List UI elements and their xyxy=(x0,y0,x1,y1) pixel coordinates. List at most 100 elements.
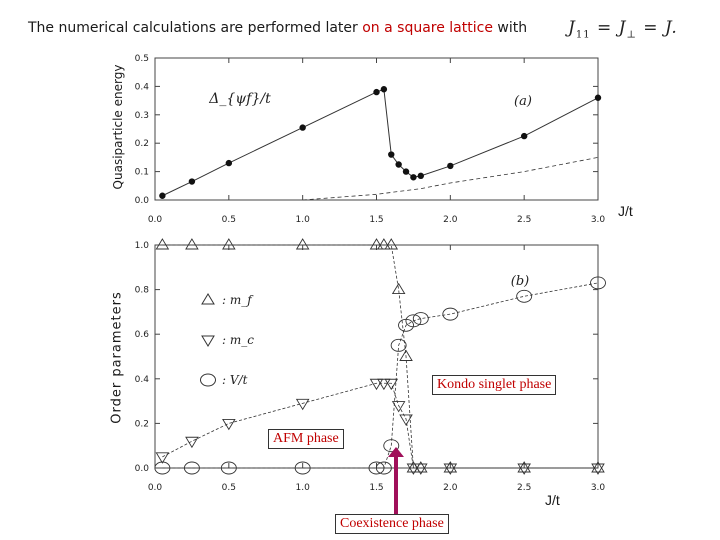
title-suffix: with xyxy=(492,20,528,36)
panel-a-series-0-point xyxy=(417,172,424,180)
panel-b-ytick-label: 0.2 xyxy=(135,419,149,429)
panel-a-series-0-point xyxy=(159,192,166,199)
panel-b-label: (b) xyxy=(511,274,529,289)
panel-b-series-2-point xyxy=(375,461,392,475)
panel-a-ytick-label: 0.0 xyxy=(135,196,150,206)
panel-a-series-0-point xyxy=(410,174,417,181)
panel-a-ytick-label: 0.5 xyxy=(135,54,149,64)
panel-b-xtick-label: 0.5 xyxy=(222,483,236,493)
title-prefix: The numerical calculations are performed… xyxy=(28,20,363,36)
panel-b-series-2-point xyxy=(390,338,407,352)
panel-b-series-0-point xyxy=(377,238,391,250)
panel-b-series-1-point xyxy=(399,414,413,426)
lattice-equation: J11 = J⊥ = J. xyxy=(568,18,678,40)
panel-a-series-0-point xyxy=(373,88,380,96)
panel-a-series-0-point xyxy=(520,132,528,140)
afm-phase-label: AFM phase xyxy=(268,429,344,449)
panel-b-legend-1-marker xyxy=(201,335,215,347)
panel-a-frame xyxy=(154,57,599,201)
panel-b-series-0-point xyxy=(443,461,458,473)
slide-title: The numerical calculations are performed… xyxy=(28,20,527,36)
panel-b-xtick-label: 0.0 xyxy=(148,483,163,493)
panel-a-series-0-point xyxy=(299,124,306,131)
panel-b-xtick-label: 2.5 xyxy=(517,483,531,493)
panel-a-xtick-label: 0.5 xyxy=(222,215,236,225)
panel-b-series-2-point xyxy=(154,461,171,475)
panel-a-series-0-point xyxy=(395,161,402,168)
panel-b-legend-1-text: : m_c xyxy=(222,333,254,347)
panel-a-series-0-point xyxy=(388,151,395,158)
panel-a-xtick-label: 0.0 xyxy=(148,215,163,225)
panel-a-xtick-label: 1.5 xyxy=(369,215,383,225)
panel-b-series-1-line xyxy=(162,382,598,469)
panel-b-series-2-point xyxy=(405,314,422,328)
panel-b-ytick-label: 1.0 xyxy=(135,241,150,251)
panel-b-ytick-label: 0.0 xyxy=(135,464,150,474)
eq-j1: J xyxy=(568,18,576,38)
eq-j3: J. xyxy=(664,18,678,38)
panel-b-series-1-point xyxy=(369,378,384,391)
panel-b-series-1-point xyxy=(406,463,421,475)
panel-b-series-2-line xyxy=(162,282,599,469)
panel-b-series-0-point xyxy=(369,238,384,250)
panel-a-series-0-point xyxy=(188,178,196,185)
panel-b-series-0-point xyxy=(155,238,170,250)
panel-b-series-1-point xyxy=(377,378,391,391)
panel-a-label: (a) xyxy=(514,94,532,109)
panel-a-ytick-label: 0.1 xyxy=(135,168,149,178)
panel-b-series-0-point xyxy=(399,349,413,361)
panel-a-series-0-point xyxy=(594,94,602,101)
panel-a-xtick-label: 1.0 xyxy=(296,215,311,225)
panel-b-series-0-point xyxy=(295,238,310,250)
panel-b-series-2-point xyxy=(294,461,311,475)
panel-b-series-1-point xyxy=(295,398,310,411)
panel-b-series-0-line xyxy=(162,244,598,469)
panel-b-xtick-label: 2.0 xyxy=(443,483,458,493)
panel-a-xtick-label: 2.0 xyxy=(443,215,458,225)
panel-b-xtick-label: 3.0 xyxy=(591,483,606,493)
eq-sub2: ⊥ xyxy=(626,29,637,41)
panel-b-series-1-point xyxy=(517,463,531,475)
panel-a-ytick-label: 0.2 xyxy=(135,139,149,149)
eq-sub1: 11 xyxy=(575,29,591,41)
panel-b-series-2-point xyxy=(412,312,429,326)
panel-b-series-2-point xyxy=(590,276,606,290)
panel-b-series-2-point xyxy=(516,289,533,303)
panel-b-legend-2-text: : V/t xyxy=(222,373,248,387)
panel-b-xtick-label: 1.0 xyxy=(296,483,311,493)
panel-b-series-0-point xyxy=(222,238,236,250)
panel-a-xtick-label: 3.0 xyxy=(591,215,606,225)
panel-a-series-label: Δ_{ψf}/t xyxy=(208,91,271,107)
panel-b-series-2-point xyxy=(220,461,237,475)
panel-b-series-1-point xyxy=(391,401,406,413)
panel-b-ytick-label: 0.4 xyxy=(135,375,150,385)
panel-b-series-0-point xyxy=(384,238,399,250)
panel-a-series-0-line xyxy=(162,88,599,197)
coexistence-arrow-shaft xyxy=(394,452,398,514)
xlabel-panel-a: J/t xyxy=(618,203,633,219)
title-highlight: on a square lattice xyxy=(362,20,493,36)
panel-a-series-0-point xyxy=(225,159,233,167)
panel-a-ytick-label: 0.4 xyxy=(135,82,150,92)
panel-a-xtick-label: 2.5 xyxy=(517,215,531,225)
panel-b-xtick-label: 1.5 xyxy=(369,483,383,493)
panel-b-series-1-point xyxy=(591,463,605,475)
eq-equals-2: = xyxy=(643,18,659,38)
panel-a-series-0-point xyxy=(447,162,454,170)
eq-j2: J xyxy=(618,18,627,38)
panel-b-series-0-point xyxy=(591,461,605,473)
panel-b-legend-0-marker xyxy=(201,293,215,305)
panel-b-ytick-label: 0.6 xyxy=(135,330,150,340)
panel-b-series-2-point xyxy=(442,307,459,321)
panel-b-series-1-point xyxy=(384,378,399,391)
coexistence-phase-label: Coexistence phase xyxy=(335,514,449,534)
coexistence-arrow-head xyxy=(388,447,404,457)
panel-a-series-0-point xyxy=(380,86,388,93)
panel-b-series-1-point xyxy=(222,418,236,431)
panel-b-series-2-point xyxy=(368,461,385,475)
panel-b-series-0-point xyxy=(517,461,531,473)
panel-b-frame xyxy=(154,244,599,469)
panel-a-series-0-point xyxy=(402,168,410,175)
panel-b-series-1-point xyxy=(155,452,170,464)
